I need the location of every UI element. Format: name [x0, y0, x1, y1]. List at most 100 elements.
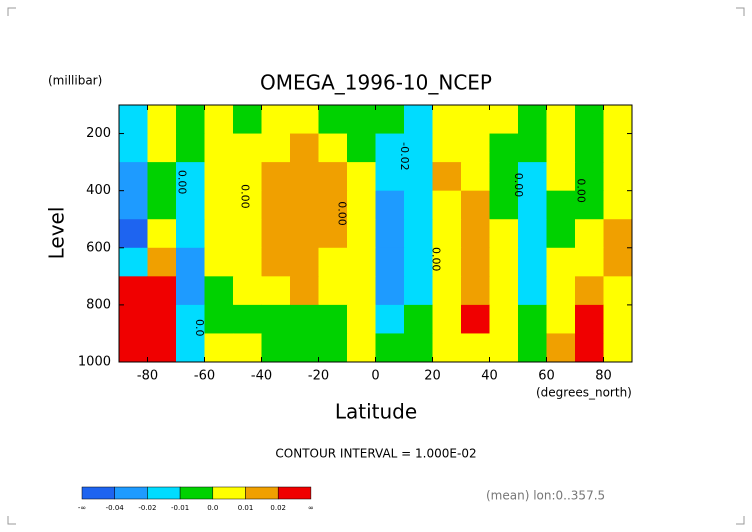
colorbar-label: -0.02 [138, 504, 156, 512]
contour-cell [432, 219, 462, 249]
contour-cell [461, 133, 490, 163]
contour-cell [432, 133, 462, 163]
colorbar-label: 0.02 [270, 504, 286, 512]
contour-cell [204, 247, 234, 277]
contour-cell [432, 304, 462, 334]
contour-cell [261, 333, 291, 363]
contour-label: -0.02 [398, 142, 411, 170]
contour-cell [318, 162, 348, 192]
contour-cell [261, 133, 291, 163]
colorbar-label: -0.01 [171, 504, 189, 512]
contour-cell [147, 333, 177, 363]
contour-cell [432, 247, 462, 277]
contour-cell [347, 133, 376, 163]
contour-cell [404, 133, 433, 163]
contour-cell [432, 190, 462, 220]
colorbar-box [277, 486, 312, 500]
contour-label: 0.00 [335, 201, 348, 226]
contour-cell [233, 162, 262, 192]
contour-cell [119, 333, 148, 363]
y-axis-label: Level [45, 207, 69, 260]
x-tick-label: 60 [538, 369, 555, 384]
contour-cell [347, 162, 376, 192]
contour-cell [575, 133, 604, 163]
contour-cell [318, 190, 348, 220]
contour-cell [261, 304, 291, 334]
contour-cell [290, 333, 319, 363]
contour-cell [546, 219, 576, 249]
contour-cell [546, 247, 576, 277]
contour-cell [204, 162, 234, 192]
contour-cell [290, 105, 319, 135]
contour-cell [603, 133, 633, 163]
contour-cell [489, 190, 519, 220]
contour-cell [233, 276, 262, 306]
colorbar-box [81, 486, 115, 500]
contour-cell [603, 304, 633, 334]
contour-cell [546, 304, 576, 334]
contour-label: 0.00 [429, 247, 442, 272]
contour-cell [461, 219, 490, 249]
contour-cell [204, 219, 234, 249]
contour-interval: CONTOUR INTERVAL = 1.000E-02 [275, 447, 476, 461]
contour-cell [518, 190, 547, 220]
contour-cell [119, 190, 148, 220]
contour-cell [404, 247, 433, 277]
contour-cell [375, 333, 405, 363]
colorbar-label: 0.0 [207, 504, 218, 512]
x-tick-label: 20 [424, 369, 441, 384]
contour-cell [233, 133, 262, 163]
contour-cell [318, 105, 348, 135]
colorbar-box [212, 486, 246, 500]
x-tick-label: -20 [308, 369, 329, 384]
contour-cell [404, 304, 433, 334]
y-tick-label: 1000 [78, 355, 111, 370]
contour-cell [176, 304, 205, 334]
contour-cell [603, 219, 633, 249]
contour-cell [119, 276, 148, 306]
contour-cell [347, 190, 376, 220]
contour-cell [290, 133, 319, 163]
contour-cell [318, 276, 348, 306]
contour-cell [176, 162, 205, 192]
contour-cell [261, 190, 291, 220]
contour-cell [204, 304, 234, 334]
contour-cell [347, 219, 376, 249]
y-tick-label: 600 [86, 240, 111, 255]
contour-cell [575, 333, 604, 363]
contour-cell [204, 105, 234, 135]
contour-cell [461, 162, 490, 192]
x-tick-label: -80 [137, 369, 158, 384]
contour-cell [603, 162, 633, 192]
contour-cell [347, 304, 376, 334]
contour-cell [290, 219, 319, 249]
contour-cell [290, 247, 319, 277]
colorbar-label: ∞ [308, 504, 314, 512]
corner-marks [7, 7, 745, 525]
contour-cell [461, 247, 490, 277]
contour-cell [603, 276, 633, 306]
contour-cell [546, 105, 576, 135]
contour-cell [347, 247, 376, 277]
contour-cell [489, 219, 519, 249]
contour-cell [147, 219, 177, 249]
contour-cell [489, 162, 519, 192]
x-tick-label: 0 [371, 369, 379, 384]
contour-cell [261, 276, 291, 306]
contour-cell [575, 219, 604, 249]
colorbar-box [147, 486, 181, 500]
contour-cell [546, 276, 576, 306]
contour-cell [546, 190, 576, 220]
y-tick-label: 400 [86, 183, 111, 198]
contour-cell [375, 133, 405, 163]
plot-area [119, 105, 633, 363]
contour-cell [375, 162, 405, 192]
contour-cell [233, 304, 262, 334]
contour-cell [575, 162, 604, 192]
contour-cell [489, 333, 519, 363]
contour-cell [575, 276, 604, 306]
contour-cell [546, 133, 576, 163]
contour-cell [119, 304, 148, 334]
contour-cell [461, 333, 490, 363]
contour-cell [375, 247, 405, 277]
